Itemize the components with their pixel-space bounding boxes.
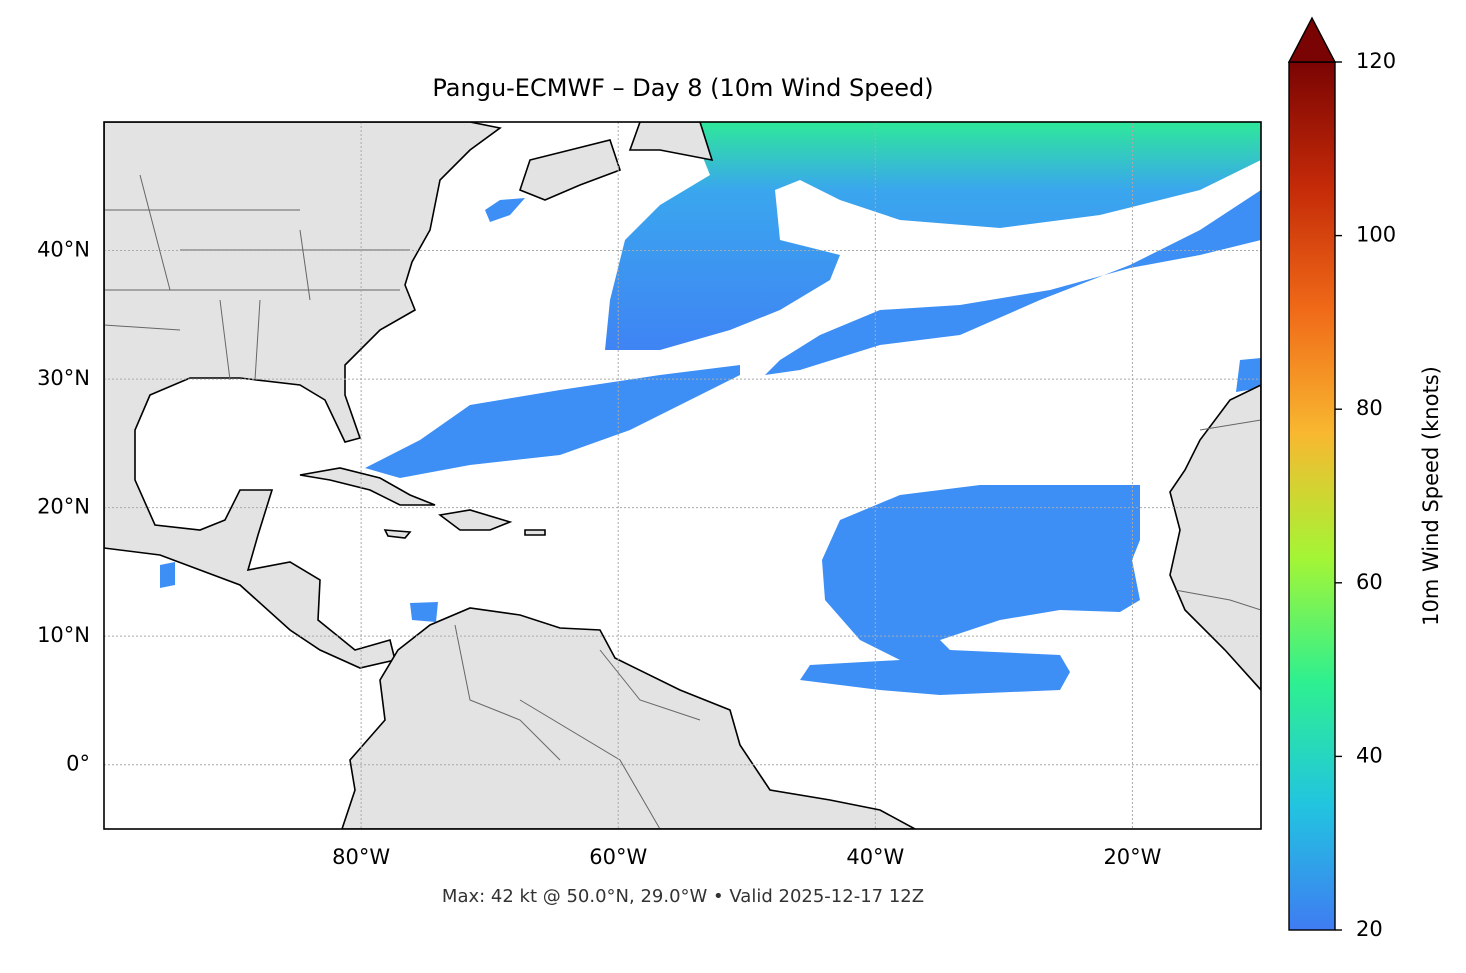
- y-tick-label: 40°N: [37, 238, 90, 262]
- colorbar-tick-label: 20: [1356, 917, 1383, 941]
- canada-maritimes: [519, 122, 714, 201]
- wind-region: [800, 485, 1140, 695]
- caribbean-islands: [299, 467, 546, 539]
- colorbar-tick-label: 60: [1356, 570, 1383, 594]
- colorbar-tick-label: 100: [1356, 223, 1396, 247]
- y-tick-label: 30°N: [37, 366, 90, 390]
- colorbar-tick-label: 40: [1356, 743, 1383, 767]
- colorbar: 20 40 60 80 100 120: [1287, 16, 1396, 941]
- borders: [104, 174, 1261, 829]
- y-tick-label: 0°: [66, 752, 90, 776]
- colorbar-tick-label: 120: [1356, 49, 1396, 73]
- grid: [104, 122, 1261, 829]
- africa: [1169, 384, 1261, 692]
- colorbar-tick-label: 80: [1356, 396, 1383, 420]
- colorbar-label: 10m Wind Speed (knots): [1419, 366, 1443, 626]
- wind-region: [765, 190, 1261, 375]
- colorbar-extend: [1287, 16, 1337, 63]
- map-frame: [103, 121, 1262, 830]
- x-tick-label: 60°W: [589, 845, 647, 869]
- x-tick-label: 20°W: [1103, 845, 1161, 869]
- colorbar-body: [1288, 61, 1336, 931]
- south-america: [341, 607, 916, 829]
- footer-note: Max: 42 kt @ 50.0°N, 29.0°W • Valid 2025…: [442, 886, 924, 907]
- x-tick-label: 40°W: [846, 845, 904, 869]
- map-layer: [104, 122, 1261, 829]
- y-tick-label: 20°N: [37, 495, 90, 519]
- north-america: [104, 122, 502, 669]
- wind-region: [605, 122, 1261, 350]
- x-tick-label: 80°W: [332, 845, 390, 869]
- wind-field: [160, 122, 1261, 695]
- land: [104, 122, 1261, 829]
- wind-region: [365, 365, 740, 478]
- map-title: Pangu-ECMWF – Day 8 (10m Wind Speed): [432, 74, 933, 102]
- y-tick-label: 10°N: [37, 623, 90, 647]
